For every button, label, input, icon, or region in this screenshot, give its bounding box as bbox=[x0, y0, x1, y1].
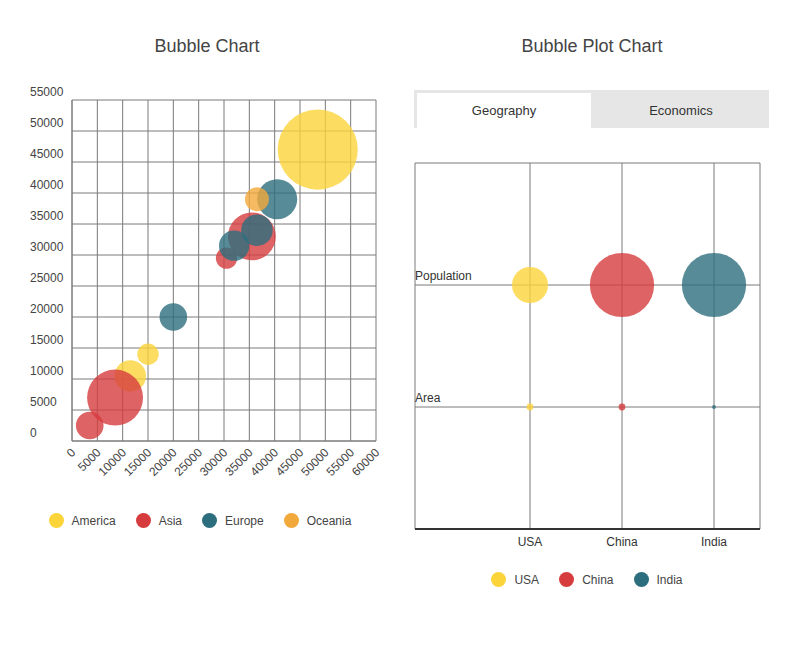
svg-text:45000: 45000 bbox=[30, 147, 64, 161]
svg-text:40000: 40000 bbox=[30, 178, 64, 192]
svg-text:India: India bbox=[701, 535, 727, 549]
svg-text:25000: 25000 bbox=[172, 445, 206, 479]
svg-text:40000: 40000 bbox=[248, 445, 282, 479]
svg-text:10000: 10000 bbox=[30, 364, 64, 378]
svg-text:55000: 55000 bbox=[324, 445, 358, 479]
svg-text:0: 0 bbox=[30, 426, 37, 440]
html-text:Europe: Europe bbox=[225, 513, 264, 528]
html-text:Bubble Chart: Bubble Chart bbox=[154, 36, 260, 56]
svg-text:USA: USA bbox=[518, 535, 543, 549]
svg-text:20000: 20000 bbox=[146, 445, 180, 479]
html-text:USA: USA bbox=[514, 572, 540, 587]
svg-text:60000: 60000 bbox=[349, 445, 383, 479]
svg-text:China: China bbox=[606, 535, 638, 549]
svg-text:5000: 5000 bbox=[30, 395, 57, 409]
html-text:America: America bbox=[71, 513, 116, 528]
html-text:China: China bbox=[582, 572, 614, 587]
svg-text:5000: 5000 bbox=[74, 445, 104, 475]
svg-text:55000: 55000 bbox=[30, 85, 64, 99]
svg-text:Population: Population bbox=[415, 269, 472, 283]
svg-text:50000: 50000 bbox=[298, 445, 332, 479]
svg-text:0: 0 bbox=[64, 445, 79, 460]
svg-text:30000: 30000 bbox=[197, 445, 231, 479]
svg-text:25000: 25000 bbox=[30, 271, 64, 285]
html-text:Oceania: Oceania bbox=[306, 513, 352, 528]
svg-text:35000: 35000 bbox=[222, 445, 256, 479]
svg-text:30000: 30000 bbox=[30, 240, 64, 254]
svg-text:15000: 15000 bbox=[30, 333, 64, 347]
svg-text:35000: 35000 bbox=[30, 209, 64, 223]
html-text:Economics: Economics bbox=[649, 103, 713, 118]
svg-text:Area: Area bbox=[415, 391, 441, 405]
html-text:Bubble Plot Chart: Bubble Plot Chart bbox=[521, 36, 663, 56]
svg-text:10000: 10000 bbox=[96, 445, 130, 479]
svg-text:20000: 20000 bbox=[30, 302, 64, 316]
html-text:Geography: Geography bbox=[471, 103, 537, 118]
svg-text:50000: 50000 bbox=[30, 116, 64, 130]
svg-text:15000: 15000 bbox=[121, 445, 155, 479]
html-text:Asia: Asia bbox=[158, 513, 182, 528]
svg-text:45000: 45000 bbox=[273, 445, 307, 479]
html-text:India: India bbox=[656, 572, 683, 587]
